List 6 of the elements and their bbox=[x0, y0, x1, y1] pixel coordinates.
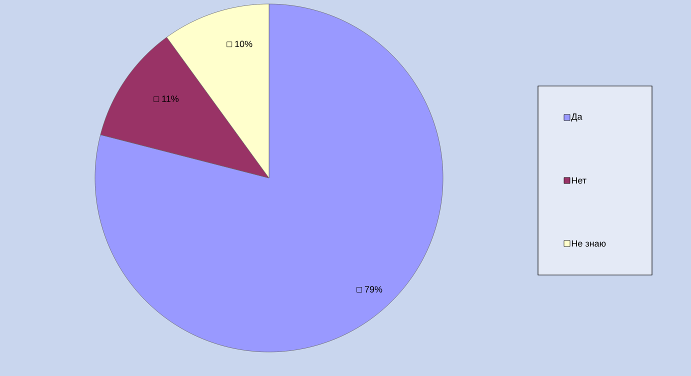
legend-label: Да bbox=[571, 114, 582, 122]
data-label: 79% bbox=[364, 286, 382, 293]
legend-label: Не знаю bbox=[572, 240, 606, 247]
data-label: 11% bbox=[162, 96, 179, 102]
legend-label: Нет bbox=[572, 177, 586, 184]
data-label: 10% bbox=[235, 40, 252, 48]
